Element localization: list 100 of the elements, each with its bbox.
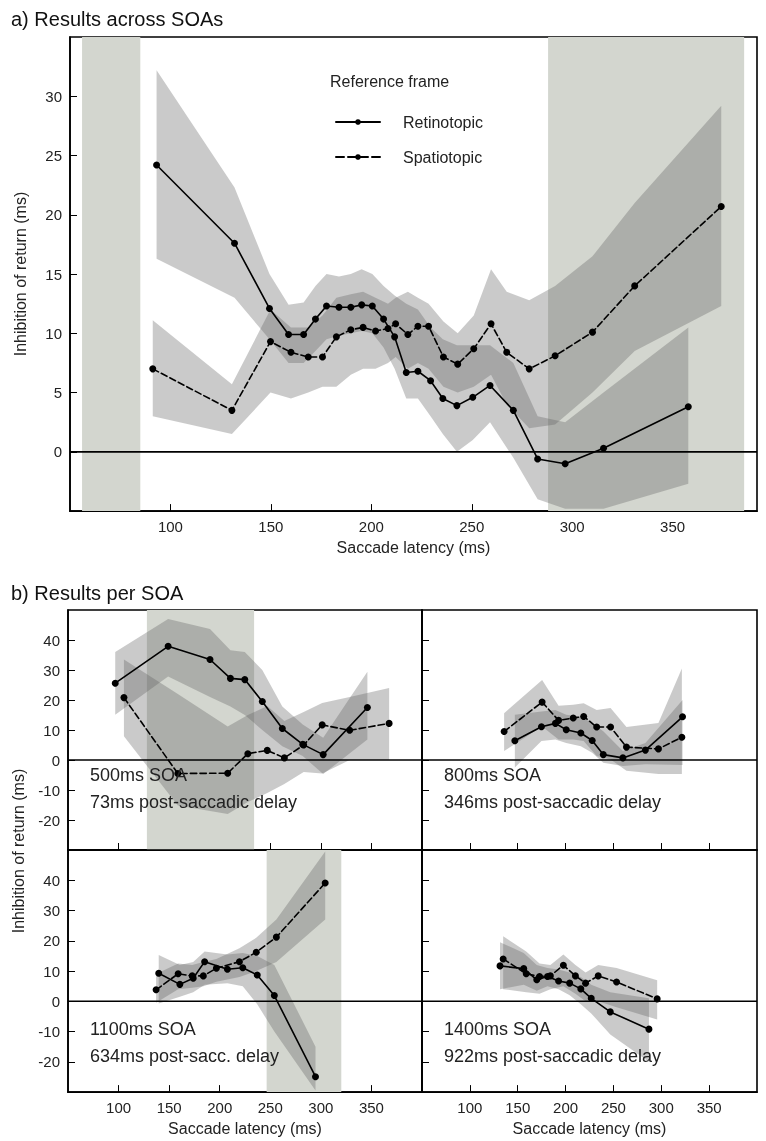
point xyxy=(427,377,435,385)
point xyxy=(414,322,422,330)
x-tick-label: 200 xyxy=(553,1099,579,1117)
point xyxy=(641,746,649,754)
point xyxy=(244,750,252,758)
point xyxy=(454,360,462,368)
point xyxy=(653,995,661,1003)
y-tick-label: 0 xyxy=(51,992,60,1010)
point xyxy=(486,381,494,389)
point xyxy=(319,353,326,361)
x-axis-title: Saccade latency (ms) xyxy=(168,1119,322,1137)
point xyxy=(318,721,326,729)
point xyxy=(363,704,371,711)
point xyxy=(359,323,367,331)
point xyxy=(569,714,577,722)
x-tick-label: 250 xyxy=(600,1099,626,1117)
point xyxy=(206,656,214,663)
point xyxy=(226,674,234,682)
point xyxy=(551,352,559,360)
annotation: 922ms post-saccadic delay xyxy=(444,1046,662,1066)
y-axis-title: Inhibition of return (ms) xyxy=(11,191,29,357)
point xyxy=(149,365,157,373)
point xyxy=(500,728,508,735)
point xyxy=(176,980,184,988)
point xyxy=(606,1008,614,1016)
point xyxy=(470,345,478,353)
annotation: 800ms SOA xyxy=(444,765,542,785)
point xyxy=(402,368,410,376)
x-axis-title: Saccade latency (ms) xyxy=(512,1119,667,1137)
point xyxy=(241,676,249,684)
legend-label: Spatiotopic xyxy=(403,148,483,166)
point xyxy=(228,406,236,414)
point xyxy=(235,958,243,966)
x-axis-title: Saccade latency (ms) xyxy=(336,538,491,556)
point xyxy=(263,746,271,754)
point xyxy=(619,754,627,762)
point xyxy=(346,726,354,734)
x-tick-label: 200 xyxy=(358,518,384,536)
point xyxy=(392,320,400,328)
point xyxy=(212,964,220,972)
point xyxy=(593,723,601,731)
point xyxy=(280,754,288,762)
point xyxy=(559,961,567,969)
point xyxy=(120,694,128,702)
x-tick-label: 300 xyxy=(559,518,585,536)
y-tick-label: 10 xyxy=(43,721,60,739)
x-tick-label: 300 xyxy=(308,1099,334,1117)
point xyxy=(174,970,182,978)
y-tick-label: 10 xyxy=(45,324,62,342)
point xyxy=(684,403,692,411)
point xyxy=(358,301,366,309)
point xyxy=(347,303,355,311)
point xyxy=(654,745,662,753)
point xyxy=(312,1073,319,1081)
point xyxy=(201,958,209,966)
point xyxy=(385,719,393,727)
y-tick-label: 25 xyxy=(45,147,62,165)
point xyxy=(111,679,119,687)
point xyxy=(224,769,232,777)
point xyxy=(594,972,602,980)
y-tick-label: 30 xyxy=(43,902,60,920)
point xyxy=(321,879,329,887)
point xyxy=(266,338,274,346)
annotation: 634ms post-sacc. delay xyxy=(90,1046,280,1066)
point xyxy=(372,327,380,335)
point xyxy=(265,304,273,312)
point xyxy=(323,302,331,310)
point xyxy=(580,713,588,720)
point xyxy=(425,322,433,330)
point xyxy=(555,716,563,724)
annotation: 1100ms SOA xyxy=(90,1019,196,1039)
x-tick-label: 350 xyxy=(660,518,686,536)
annotation: 500ms SOA xyxy=(90,765,188,785)
point xyxy=(335,303,343,311)
point xyxy=(566,979,574,987)
legend-label: Retinotopic xyxy=(403,113,484,131)
point xyxy=(252,948,260,956)
point xyxy=(164,642,172,650)
point xyxy=(511,737,519,745)
point xyxy=(537,723,545,731)
point xyxy=(582,979,590,987)
x-tick-label: 200 xyxy=(207,1099,233,1117)
point xyxy=(469,393,477,401)
point xyxy=(622,743,630,751)
point xyxy=(607,723,615,731)
y-tick-label: 30 xyxy=(43,661,60,679)
point xyxy=(645,1025,653,1033)
y-axis-title: Inhibition of return (ms) xyxy=(10,768,28,934)
y-tick-label: 10 xyxy=(43,962,60,980)
y-tick-label: 0 xyxy=(51,751,60,769)
point xyxy=(487,320,495,328)
point xyxy=(384,325,392,333)
point xyxy=(631,282,639,290)
point xyxy=(285,331,293,338)
x-tick-label: 100 xyxy=(106,1099,132,1117)
y-tick-label: -10 xyxy=(38,1023,60,1041)
point xyxy=(414,367,422,375)
point xyxy=(278,725,286,732)
x-tick-label: 100 xyxy=(457,1099,483,1117)
point xyxy=(599,751,607,759)
